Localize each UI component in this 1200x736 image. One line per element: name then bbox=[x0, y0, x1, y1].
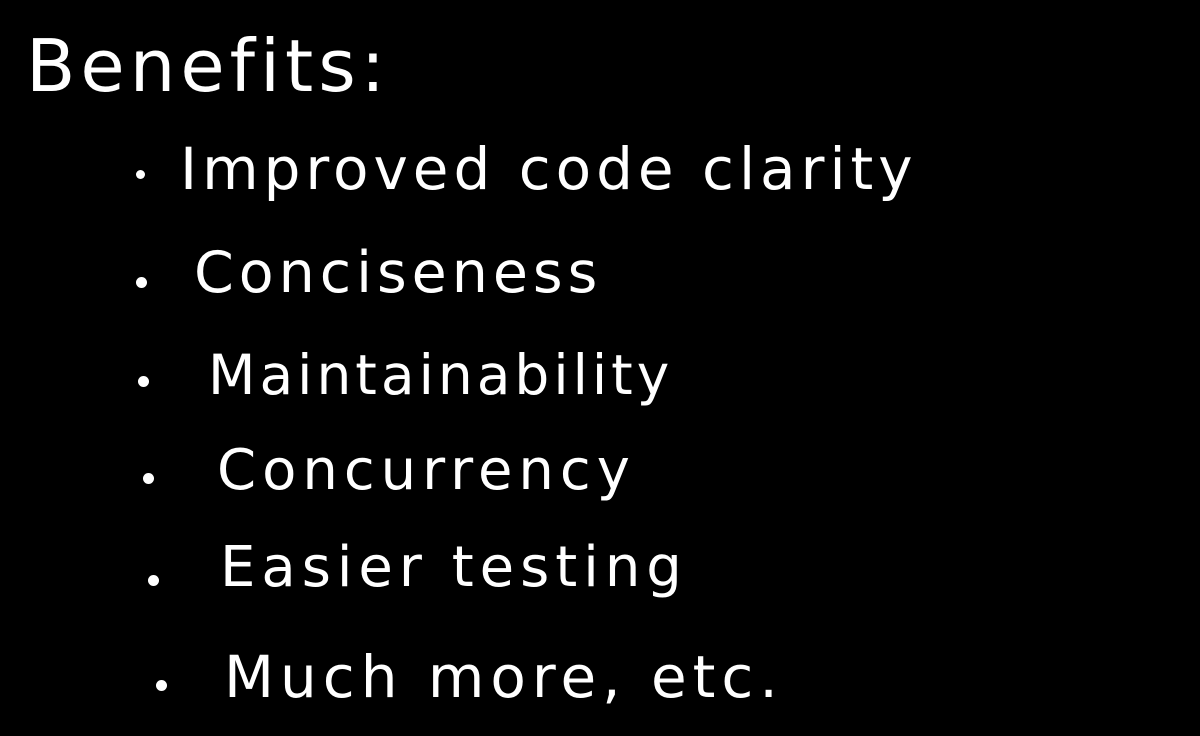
list-item-text: Improved code clarity bbox=[180, 140, 918, 198]
bullet-icon bbox=[148, 575, 159, 586]
bullet-icon bbox=[138, 376, 149, 387]
bullet-icon bbox=[136, 170, 145, 179]
list-item-text: Maintainability bbox=[208, 348, 673, 403]
list-item-text: Easier testing bbox=[220, 540, 688, 596]
list-item-text: Much more, etc. bbox=[224, 648, 784, 706]
list-item-text: Conciseness bbox=[194, 245, 602, 302]
bullet-icon bbox=[156, 680, 167, 691]
bullet-icon bbox=[143, 473, 154, 484]
list-item-text: Concurrency bbox=[217, 443, 636, 499]
bullet-icon bbox=[136, 277, 147, 288]
